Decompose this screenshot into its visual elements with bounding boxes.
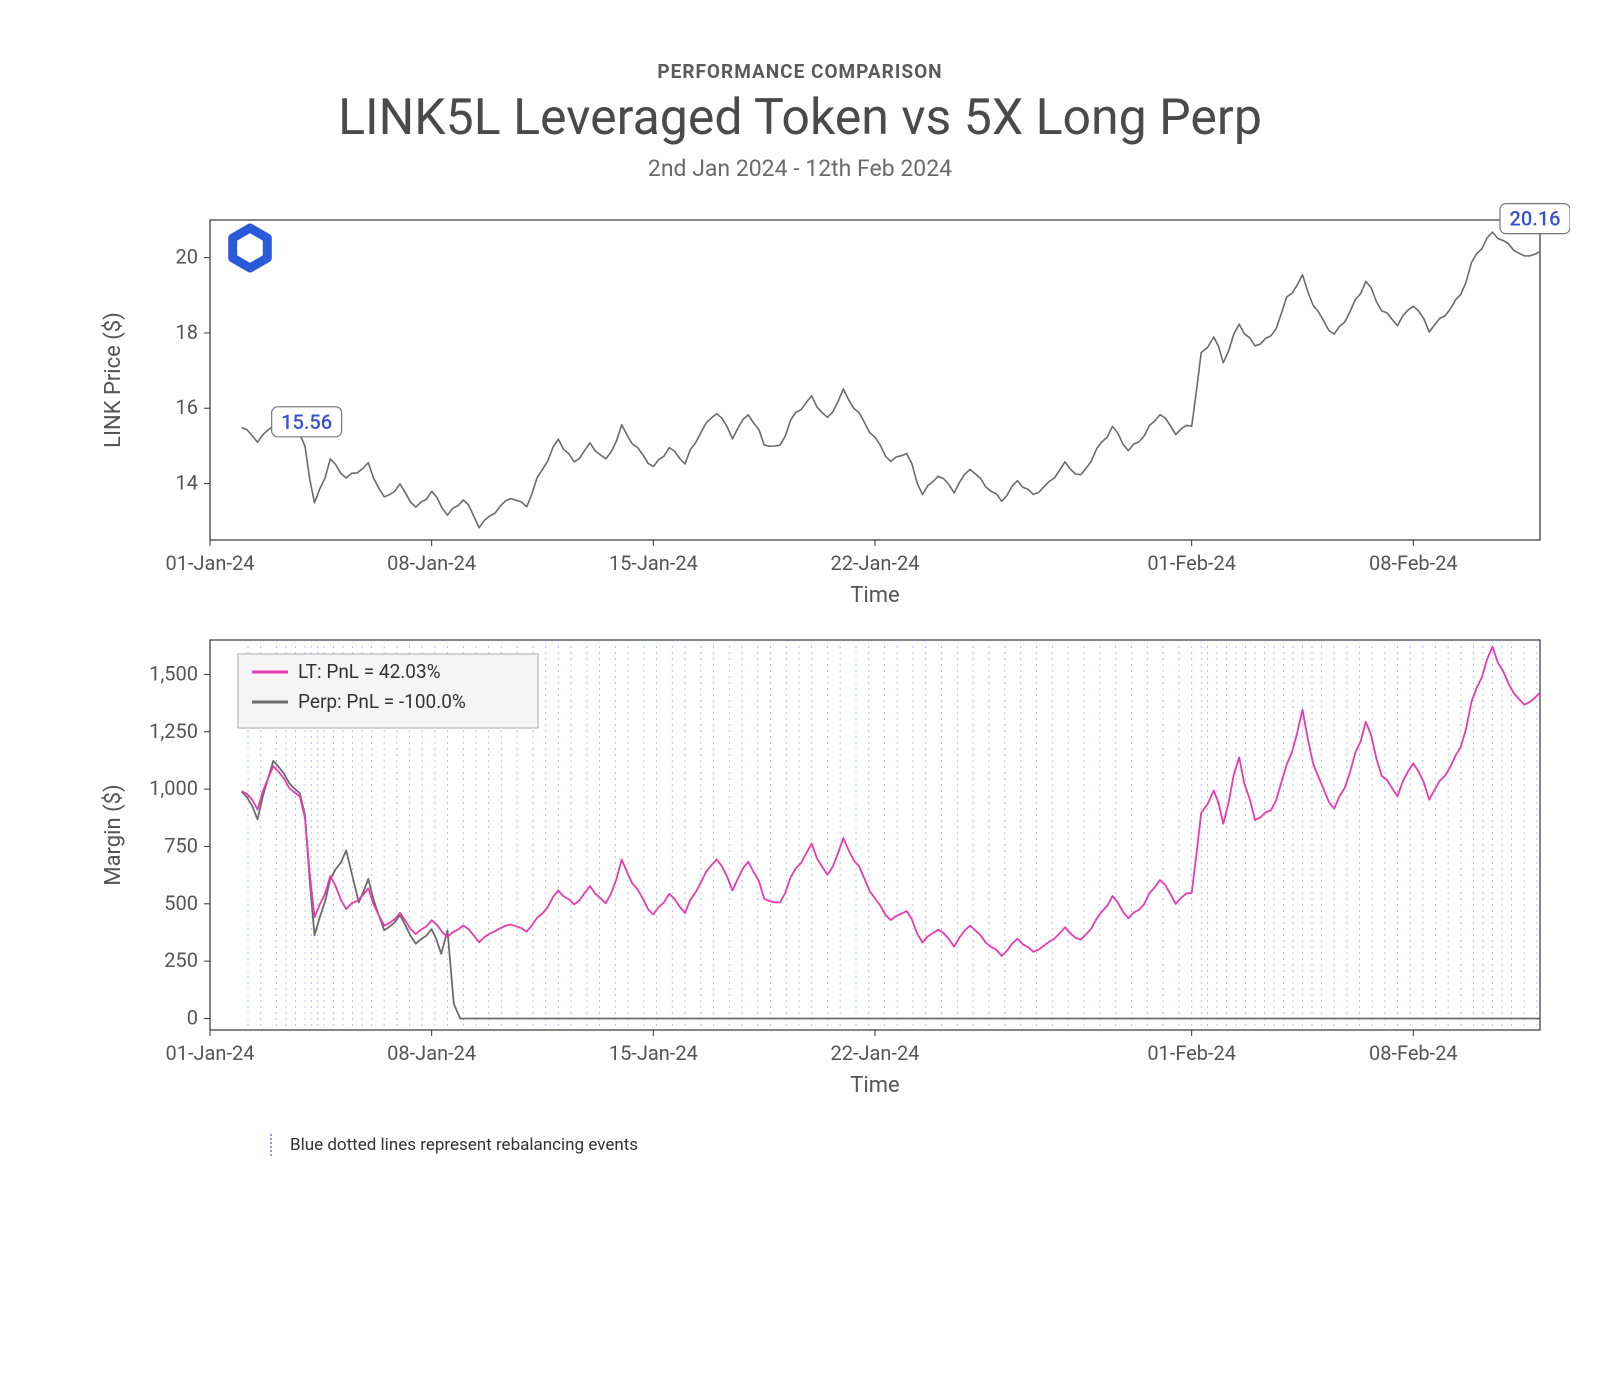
svg-text:08-Jan-24: 08-Jan-24 — [387, 1041, 476, 1065]
svg-text:01-Feb-24: 01-Feb-24 — [1147, 551, 1236, 575]
svg-text:01-Feb-24: 01-Feb-24 — [1147, 1041, 1236, 1065]
svg-text:750: 750 — [164, 833, 198, 857]
svg-text:20: 20 — [176, 245, 198, 269]
chart-title: LINK5L Leveraged Token vs 5X Long Perp — [70, 89, 1530, 147]
chart-card: PERFORMANCE COMPARISON LINK5L Leveraged … — [30, 30, 1570, 1176]
svg-text:08-Feb-24: 08-Feb-24 — [1369, 1041, 1458, 1065]
svg-text:14: 14 — [176, 471, 198, 495]
svg-text:20.16: 20.16 — [1509, 207, 1560, 231]
margin-chart: 0 250 500 750 1,000 1,250 1,500 01-Jan-24 08-Jan… — [70, 620, 1530, 1120]
svg-text:1,250: 1,250 — [149, 719, 198, 743]
overline: PERFORMANCE COMPARISON — [70, 60, 1530, 83]
svg-text:Margin ($): Margin ($) — [101, 784, 126, 885]
svg-text:1,500: 1,500 — [149, 661, 198, 685]
footnote-text: Blue dotted lines represent rebalancing … — [290, 1135, 638, 1155]
price-chart: 14 16 18 20 01-Jan-24 08-Jan-24 15-Jan-24 22-Ja… — [70, 200, 1530, 620]
svg-text:0: 0 — [187, 1006, 198, 1030]
svg-text:01-Jan-24: 01-Jan-24 — [166, 1041, 255, 1065]
chart-subtitle: 2nd Jan 2024 - 12th Feb 2024 — [70, 155, 1530, 182]
svg-text:500: 500 — [164, 891, 198, 915]
svg-text:16: 16 — [176, 395, 198, 419]
chart-header: PERFORMANCE COMPARISON LINK5L Leveraged … — [70, 60, 1530, 182]
svg-text:22-Jan-24: 22-Jan-24 — [831, 1041, 920, 1065]
footnote: Blue dotted lines represent rebalancing … — [270, 1134, 1530, 1156]
svg-text:15-Jan-24: 15-Jan-24 — [609, 1041, 698, 1065]
svg-text:250: 250 — [164, 948, 198, 972]
rebalance-swatch-icon — [270, 1134, 278, 1156]
svg-text:08-Feb-24: 08-Feb-24 — [1369, 551, 1458, 575]
svg-text:01-Jan-24: 01-Jan-24 — [166, 551, 255, 575]
svg-text:LINK Price ($): LINK Price ($) — [101, 312, 126, 448]
svg-text:15.56: 15.56 — [281, 410, 332, 434]
svg-text:18: 18 — [176, 320, 198, 344]
svg-text:Perp: PnL = -100.0%: Perp: PnL = -100.0% — [298, 690, 466, 713]
svg-text:LT: PnL = 42.03%: LT: PnL = 42.03% — [298, 660, 441, 683]
svg-text:15-Jan-24: 15-Jan-24 — [609, 551, 698, 575]
svg-text:Time: Time — [850, 583, 899, 608]
svg-text:22-Jan-24: 22-Jan-24 — [831, 551, 920, 575]
svg-text:Time: Time — [850, 1073, 899, 1098]
svg-text:1,000: 1,000 — [149, 776, 198, 800]
svg-text:08-Jan-24: 08-Jan-24 — [387, 551, 476, 575]
